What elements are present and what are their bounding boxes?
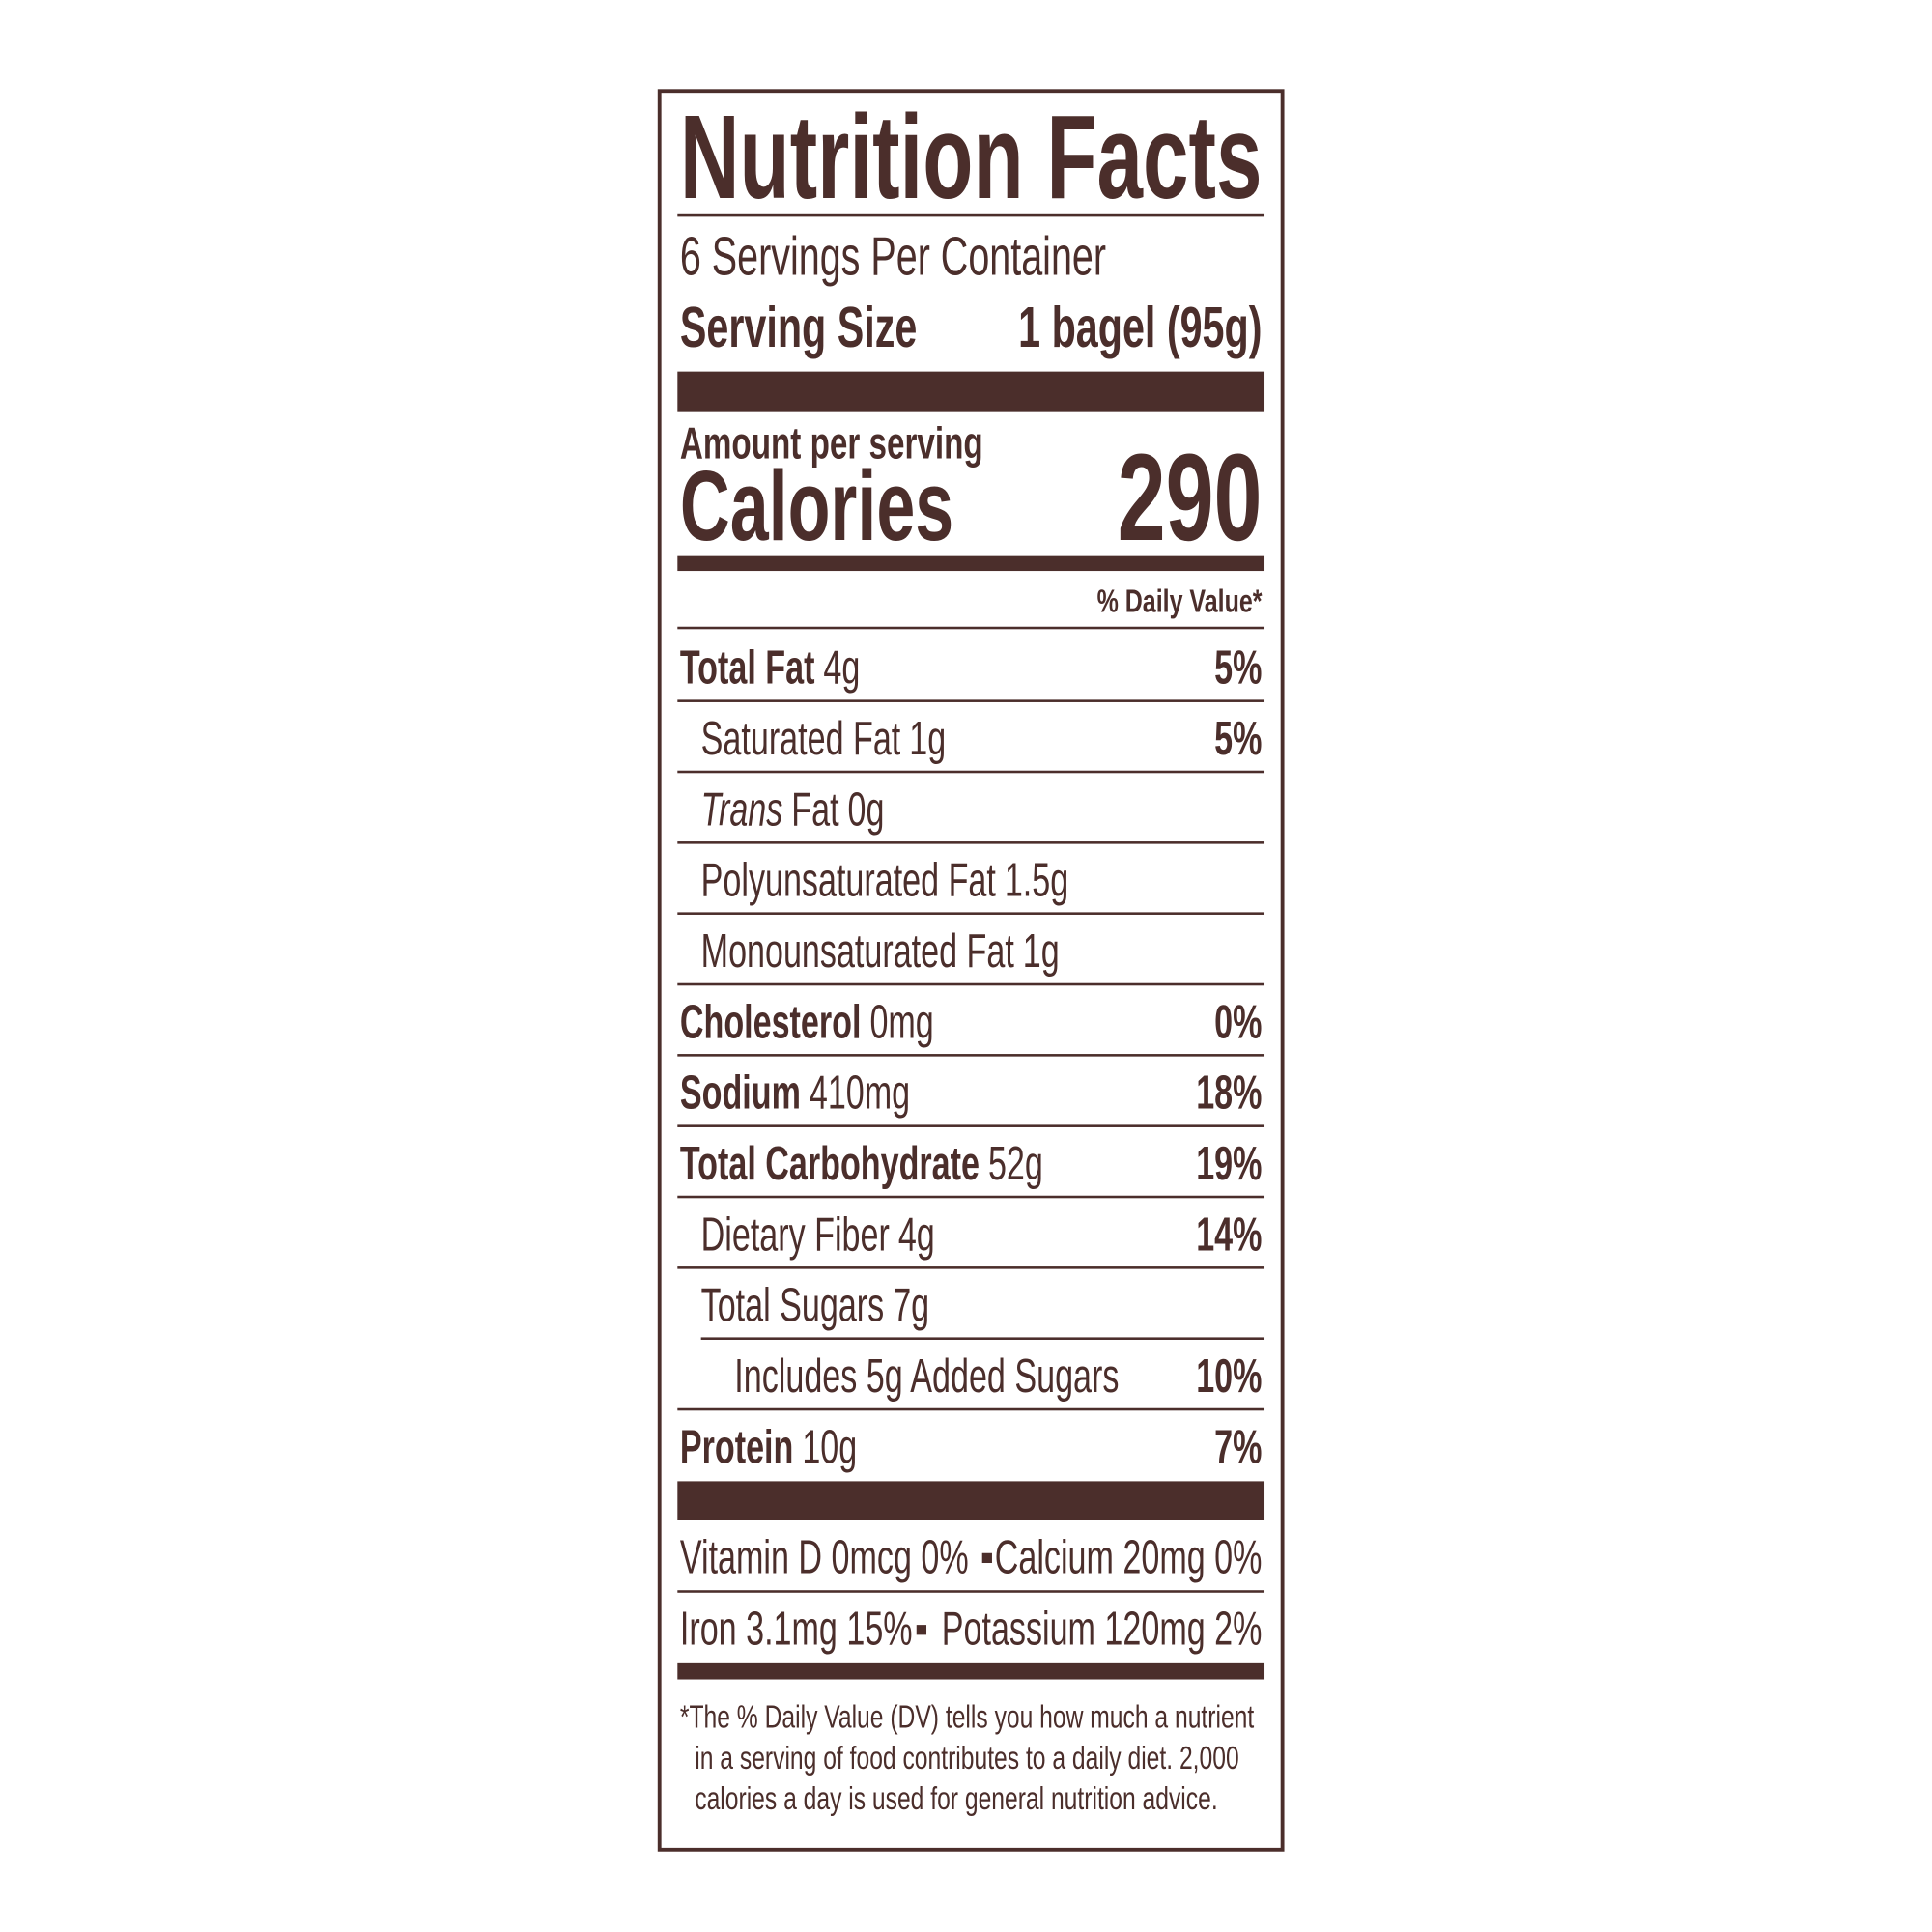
nutrient-name: Protein (680, 1420, 793, 1472)
nutrient-row: Monounsaturated Fat 1g (701, 924, 1060, 977)
rule (677, 912, 1265, 915)
nutrient-name: Sodium (680, 1066, 801, 1119)
calories-label: Calories (680, 450, 953, 561)
rule (700, 1337, 1265, 1340)
nutrient-row: Trans Fat 0g (701, 782, 885, 835)
footnote-line: calories a day is used for general nutri… (695, 1781, 1217, 1818)
nutrient-amount: 10g (802, 1420, 857, 1472)
bullet (981, 1552, 992, 1564)
nutrient-amount: 0g (848, 782, 885, 835)
daily-value-header: % Daily Value* (1097, 583, 1263, 619)
nutrient-row: Protein 10g (680, 1420, 857, 1472)
nutrient-row: Total Fat 4g (680, 641, 860, 694)
vitamin-left: Vitamin D 0mcg 0% (680, 1530, 969, 1582)
rule (677, 1054, 1265, 1057)
serving-size-label: Serving Size (680, 296, 917, 359)
rule (677, 1124, 1265, 1127)
nutrient-name: Monounsaturated Fat (701, 924, 1014, 977)
label-border (657, 89, 1285, 1852)
nutrient-daily-value: 19% (1196, 1137, 1262, 1189)
nutrient-name: Cholesterol (680, 995, 862, 1047)
nutrient-amount: 1.5g (1005, 854, 1068, 906)
nutrient-daily-value: 5% (1214, 641, 1262, 694)
vitamin-right: Calcium 20mg 0% (995, 1530, 1263, 1582)
rule (677, 1590, 1265, 1593)
nutrient-amount: 0mg (869, 995, 933, 1047)
rule (677, 555, 1265, 572)
nutrient-name: Includes 5g Added Sugars (734, 1350, 1119, 1402)
nutrient-row: Cholesterol 0mg (680, 995, 934, 1047)
bullet (916, 1625, 927, 1635)
nutrient-amount: 410mg (810, 1066, 910, 1119)
footnote-line: *The % Daily Value (DV) tells you how mu… (680, 1699, 1254, 1736)
rule (677, 371, 1265, 412)
nutrient-daily-value: 0% (1214, 995, 1262, 1047)
nutrient-row: Saturated Fat 1g (701, 712, 947, 764)
nutrient-name: Saturated Fat (701, 712, 901, 764)
nutrient-amount: 1g (909, 712, 946, 764)
nutrient-daily-value: 5% (1214, 712, 1262, 764)
calories-value: 290 (1118, 429, 1263, 567)
nutrient-daily-value: 18% (1196, 1066, 1262, 1119)
serving-size-value: 1 bagel (95g) (1018, 296, 1262, 359)
vitamin-left: Iron 3.1mg 15% (680, 1603, 913, 1655)
rule (677, 699, 1265, 702)
nutrient-name: Total Fat (680, 641, 815, 694)
nutrient-row: Includes 5g Added Sugars (734, 1350, 1119, 1402)
nutrient-daily-value: 14% (1196, 1208, 1262, 1260)
nutrient-row: Total Carbohydrate 52g (680, 1137, 1043, 1189)
rule (677, 982, 1265, 986)
nutrient-name-italic: Trans (701, 782, 783, 835)
nutrient-name: Total Sugars (701, 1279, 885, 1331)
nutrient-amount: 4g (823, 641, 860, 694)
rule (677, 1195, 1265, 1199)
servings: 6 Servings Per Container (680, 227, 1106, 288)
footnote-line: in a serving of food contributes to a da… (695, 1740, 1238, 1776)
nutrient-amount: 4g (898, 1208, 935, 1260)
nutrient-daily-value: 7% (1214, 1420, 1262, 1472)
rule (677, 1407, 1265, 1411)
rule (677, 1662, 1265, 1680)
nutrient-name: Fat (791, 782, 839, 835)
rule (677, 1481, 1265, 1520)
vitamin-right: Potassium 120mg 2% (942, 1603, 1263, 1655)
nutrient-daily-value: 10% (1196, 1350, 1262, 1402)
nutrient-row: Dietary Fiber 4g (701, 1208, 935, 1260)
amount-per-serving: Amount per serving (680, 418, 983, 469)
rule (677, 213, 1265, 217)
nutrient-amount: 1g (1023, 924, 1060, 977)
title: Nutrition Facts (680, 92, 1263, 224)
rule (677, 841, 1265, 844)
nutrient-name: Dietary Fiber (701, 1208, 890, 1260)
rule (677, 770, 1265, 774)
nutrient-name: Polyunsaturated Fat (701, 854, 996, 906)
nutrient-row: Sodium 410mg (680, 1066, 910, 1119)
nutrient-row: Total Sugars 7g (701, 1279, 929, 1331)
nutrient-amount: 7g (893, 1279, 929, 1331)
rule (677, 1266, 1265, 1269)
nutrient-amount: 52g (988, 1137, 1043, 1189)
rule (677, 626, 1265, 630)
nutrient-row: Polyunsaturated Fat 1.5g (701, 854, 1069, 906)
nutrient-name: Total Carbohydrate (680, 1137, 980, 1189)
